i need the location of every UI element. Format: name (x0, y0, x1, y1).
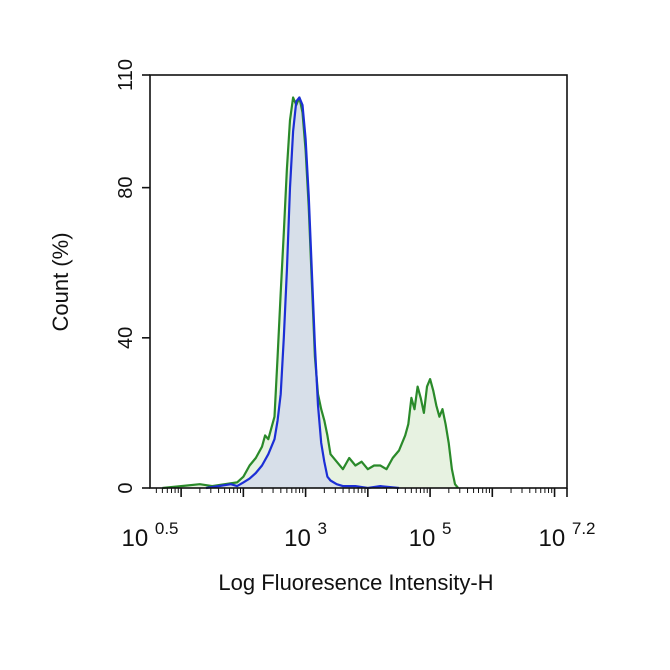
y-tick-label: 40 (115, 327, 137, 349)
y-axis-label: Count (%) (48, 232, 73, 331)
x-axis-label: Log Fluoresence Intensity-H (218, 570, 493, 595)
series-1-line (162, 96, 459, 490)
series-layer (162, 96, 459, 490)
y-tick-label: 80 (115, 177, 137, 199)
series-2-line (205, 96, 400, 490)
series-2-area (206, 97, 399, 488)
y-axis: 0 40 80 110 (115, 59, 150, 494)
y-tick-label: 0 (115, 482, 137, 493)
x-axis: 10 0.5 10 3 10 5 10 7.2 (121, 488, 596, 552)
y-tick-label: 110 (115, 59, 137, 91)
plot-frame (149, 74, 568, 489)
x-tick-label: 10 0.5 (121, 519, 178, 552)
x-tick-label: 10 7.2 (538, 519, 595, 552)
x-tick-label: 10 3 (284, 519, 327, 552)
x-tick-label: 10 5 (409, 519, 452, 552)
